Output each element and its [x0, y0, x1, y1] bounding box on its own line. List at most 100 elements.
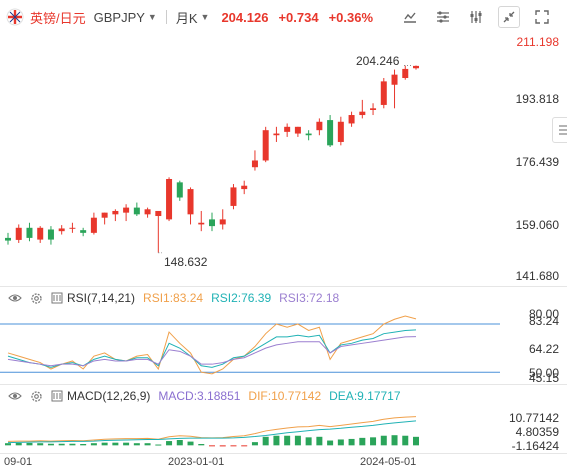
- macd-hist-bar: [262, 436, 269, 446]
- price-change: +0.734: [278, 9, 319, 25]
- candle-body: [166, 178, 173, 220]
- macd-hist-bar: [133, 443, 140, 446]
- collapse-icon[interactable]: [498, 6, 520, 28]
- header-bar: 英镑/日元 GBPJPY ▼ 月K ▼ 204.126 +0.734 +0.36…: [0, 0, 567, 34]
- macd-hist-bar: [273, 435, 280, 446]
- candle-body: [413, 65, 419, 69]
- macd-hist-bar: [327, 440, 334, 446]
- divider: [0, 453, 567, 454]
- symbol-selector[interactable]: GBPJPY: [93, 9, 145, 25]
- macd-hist-bar: [101, 442, 108, 446]
- price-axis-label: 141.680: [515, 269, 559, 283]
- uk-flag-icon: [6, 8, 24, 26]
- indicator-settings-icon-2[interactable]: [465, 6, 487, 28]
- candle-body: [380, 81, 387, 105]
- expand-panel-icon[interactable]: [552, 117, 567, 143]
- date-label: 09-01: [4, 456, 33, 468]
- candle-body: [123, 207, 130, 213]
- rsi-header: RSI(7,14,21) RSI1:83.24 RSI2:76.39 RSI3:…: [0, 288, 339, 308]
- price-axis-label: 193.818: [515, 92, 559, 106]
- macd-hist-bar: [337, 439, 344, 446]
- macd-axis-label: 4.80359: [515, 425, 559, 439]
- candle-body: [230, 187, 237, 206]
- date-label: 2023-01-01: [168, 456, 225, 468]
- candle-body: [101, 212, 108, 218]
- candle-body: [219, 219, 226, 225]
- macd-hist-bar: [112, 442, 119, 446]
- candle-body: [284, 126, 291, 132]
- gear-icon[interactable]: [30, 292, 43, 305]
- rsi3-line: [7, 336, 417, 367]
- candle-body: [262, 130, 269, 161]
- candle-body: [176, 182, 183, 198]
- candle-body: [327, 120, 334, 146]
- macd-name[interactable]: MACD(12,26,9): [67, 389, 151, 403]
- price-axis-label: 176.439: [515, 155, 559, 169]
- chevron-down-icon[interactable]: ▼: [147, 12, 157, 22]
- indicator-settings-icon[interactable]: [432, 6, 454, 28]
- dea-value: DEA:9.17717: [329, 389, 401, 403]
- price-change-pct: +0.36%: [328, 9, 374, 25]
- candle-body: [47, 229, 54, 240]
- macd-hist-bar: [284, 435, 291, 446]
- candle-body: [133, 207, 140, 215]
- macd-hist-bar: [305, 437, 312, 446]
- rsi3-value: RSI3:72.18: [279, 291, 340, 305]
- candle-body: [316, 121, 323, 131]
- period-selector[interactable]: 月K: [175, 10, 198, 26]
- gear-icon[interactable]: [30, 390, 43, 403]
- low-annotation: 148.632: [164, 255, 208, 269]
- chart-type-icon[interactable]: [399, 6, 421, 28]
- rsi-name[interactable]: RSI(7,14,21): [67, 291, 136, 305]
- indicator-box-icon[interactable]: [51, 390, 63, 402]
- macd-hist-bar: [402, 435, 409, 446]
- macd-value: MACD:3.18851: [158, 389, 241, 403]
- eye-icon[interactable]: [8, 292, 22, 304]
- macd-hist-bar: [241, 445, 248, 447]
- macd-hist-bar: [90, 443, 97, 446]
- candle-body: [112, 210, 119, 215]
- candle-body: [370, 108, 377, 110]
- dea-line: [7, 420, 417, 444]
- candle-body: [391, 74, 398, 85]
- rsi-axis-label: 45.15: [528, 371, 559, 385]
- macd-hist-bar: [15, 442, 22, 446]
- candle-body: [15, 227, 22, 240]
- candle-body: [348, 115, 355, 124]
- macd-hist-bar: [391, 435, 398, 446]
- high-annotation: 204.246: [356, 54, 400, 68]
- candle-body: [187, 189, 194, 215]
- macd-hist-bar: [47, 443, 54, 446]
- macd-hist-bar: [219, 445, 226, 447]
- macd-hist-bar: [26, 442, 33, 446]
- rsi-axis-label: 80.00: [528, 307, 559, 321]
- candle-body: [5, 237, 11, 241]
- dif-line: [7, 416, 417, 442]
- macd-hist-bar: [69, 443, 76, 446]
- indicator-box-icon[interactable]: [51, 292, 63, 304]
- macd-hist-bar: [370, 437, 377, 446]
- price-axis-label: 211.198: [516, 35, 560, 49]
- rsi1-value: RSI1:83.24: [143, 291, 204, 305]
- fullscreen-icon[interactable]: [531, 6, 553, 28]
- toolbar: [388, 6, 553, 28]
- macd-hist-bar: [144, 443, 151, 446]
- pair-name[interactable]: 英镑/日元: [30, 10, 86, 26]
- divider: [0, 384, 567, 385]
- rsi-axis-label: 83.24: [528, 314, 559, 328]
- rsi-axis-label: 50.00: [528, 366, 559, 380]
- macd-hist-bar: [413, 436, 419, 446]
- candle-body: [69, 227, 76, 229]
- divider: [0, 286, 567, 287]
- candle-body: [198, 222, 205, 225]
- candle-body: [90, 217, 97, 233]
- chevron-down-icon[interactable]: ▼: [200, 12, 210, 22]
- macd-hist-bar: [5, 443, 11, 446]
- macd-hist-bar: [123, 442, 130, 446]
- macd-hist-bar: [166, 441, 173, 446]
- candle-body: [155, 210, 162, 217]
- candle-body: [58, 228, 65, 232]
- candle-body: [209, 219, 215, 227]
- eye-icon[interactable]: [8, 390, 22, 402]
